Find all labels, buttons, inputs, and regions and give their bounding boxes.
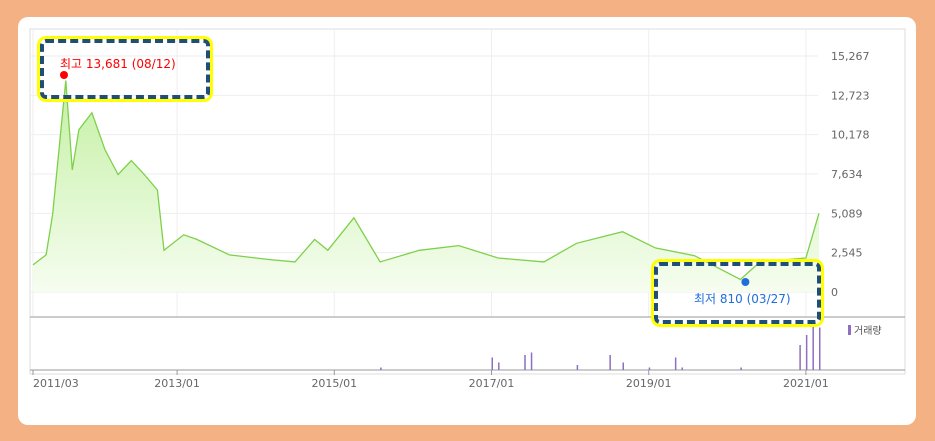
- high-marker: [60, 71, 68, 79]
- volume-bar: [380, 367, 382, 370]
- x-tick-label: 2011/03: [33, 377, 79, 390]
- y-tick-label: 7,634: [831, 168, 863, 181]
- volume-bar: [491, 357, 493, 370]
- volume-bar: [609, 355, 611, 370]
- x-tick-label: 2015/01: [311, 377, 357, 390]
- x-tick-label: 2017/01: [469, 377, 515, 390]
- volume-bar: [812, 320, 814, 370]
- high-callout: 최고 13,681 (08/12): [37, 36, 213, 102]
- volume-legend-swatch: [848, 325, 851, 335]
- volume-bar: [819, 327, 821, 370]
- volume-bar: [799, 345, 801, 370]
- y-tick-label: 5,089: [831, 207, 863, 220]
- low-label: 최저 810 (03/27): [694, 292, 791, 306]
- volume-bar: [622, 362, 624, 370]
- y-tick-label: 0: [831, 286, 838, 299]
- low-marker: [741, 278, 750, 286]
- x-tick-label: 2019/01: [626, 377, 672, 390]
- y-tick-label: 10,178: [831, 129, 870, 142]
- volume-bar: [530, 352, 533, 370]
- y-tick-label: 15,267: [831, 50, 870, 63]
- volume-bar: [576, 365, 579, 370]
- chart-frame: [29, 28, 906, 375]
- x-tick-label: 2013/01: [154, 377, 200, 390]
- volume-bar: [674, 357, 677, 370]
- volume-bar: [648, 367, 651, 370]
- volume-bar: [681, 367, 683, 370]
- volume-bar: [805, 335, 808, 370]
- x-tick-label: 2021/01: [783, 377, 829, 390]
- y-tick-label: 12,723: [831, 89, 870, 102]
- low-callout: 최저 810 (03/27): [651, 259, 824, 327]
- y-tick-label: 2,545: [831, 247, 863, 260]
- volume-legend-label: 거래량: [854, 325, 882, 337]
- chart-panel: 0 2,545 5,089 7,634 10,178 12,723 15,267 2011/0…: [18, 17, 916, 425]
- price-line: [32, 80, 820, 281]
- volume-bar: [498, 362, 500, 370]
- volume-bar: [740, 367, 742, 370]
- price-area: [33, 80, 819, 292]
- volume-bar: [524, 355, 526, 370]
- high-label: 최고 13,681 (08/12): [60, 57, 176, 71]
